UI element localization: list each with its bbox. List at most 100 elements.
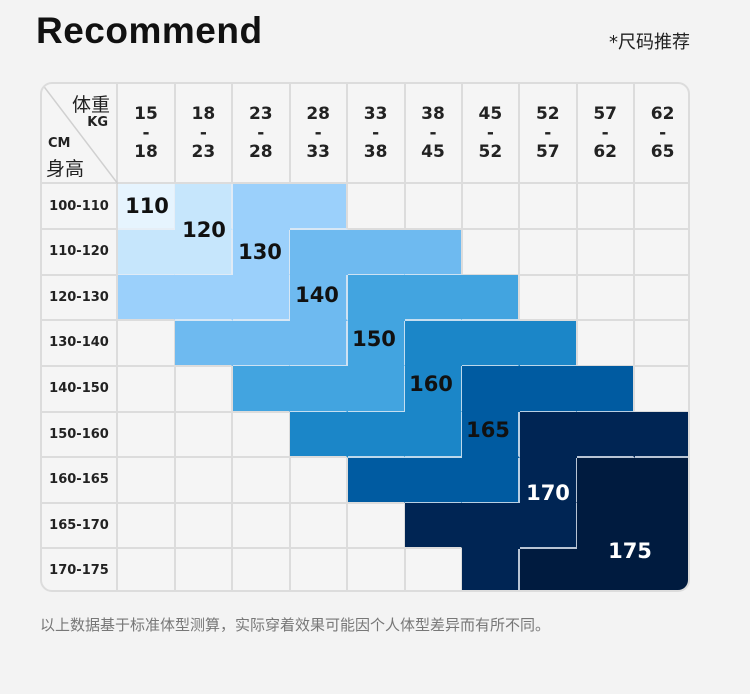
weight-range-from: 45 bbox=[478, 103, 503, 124]
size-cell bbox=[118, 412, 176, 459]
size-cell-175 bbox=[577, 457, 636, 504]
weight-column-header: 62-65 bbox=[634, 84, 688, 184]
size-cell-150 bbox=[347, 320, 406, 367]
size-cell-140 bbox=[290, 320, 349, 367]
size-cell bbox=[519, 229, 578, 276]
size-cell-140 bbox=[347, 229, 406, 276]
size-cell bbox=[634, 275, 688, 322]
size-cell bbox=[175, 503, 234, 550]
size-cell bbox=[405, 548, 463, 590]
weight-range-from: 23 bbox=[248, 103, 273, 124]
height-row-header: 170-175 bbox=[42, 548, 118, 590]
size-cell-150 bbox=[405, 275, 463, 322]
size-cell-175 bbox=[634, 457, 688, 504]
weight-column-header: 33-38 bbox=[347, 84, 406, 184]
size-cell-165 bbox=[462, 457, 521, 504]
weight-range-sep: - bbox=[199, 122, 207, 143]
size-cell-160 bbox=[405, 366, 463, 413]
size-label-120: 120 bbox=[182, 218, 226, 242]
weight-range-sep: - bbox=[257, 122, 265, 143]
size-cell-160 bbox=[462, 320, 521, 367]
size-cell bbox=[519, 275, 578, 322]
weight-range-from: 62 bbox=[650, 103, 675, 124]
size-cell bbox=[118, 457, 176, 504]
size-label-150: 150 bbox=[352, 327, 396, 351]
size-cell bbox=[577, 184, 636, 231]
weight-range-to: 23 bbox=[191, 141, 216, 162]
weight-range-from: 52 bbox=[535, 103, 560, 124]
size-cell-175 bbox=[577, 548, 636, 590]
size-cell-150 bbox=[290, 366, 349, 413]
weight-range-to: 18 bbox=[134, 141, 158, 162]
size-cell bbox=[175, 457, 234, 504]
weight-range-from: 38 bbox=[421, 103, 445, 124]
size-cell-150 bbox=[347, 275, 406, 322]
size-cell-140 bbox=[405, 229, 463, 276]
size-cell-175 bbox=[577, 503, 636, 550]
page-title: Recommend bbox=[36, 10, 263, 51]
size-cell bbox=[175, 366, 234, 413]
weight-range-sep: - bbox=[142, 122, 150, 143]
size-label-175: 175 bbox=[608, 539, 652, 563]
size-cell-170 bbox=[462, 503, 521, 550]
size-cell-175 bbox=[634, 548, 688, 590]
size-cell bbox=[634, 230, 688, 276]
height-row-header: 100-110 bbox=[42, 184, 118, 231]
weight-column-header: 28-33 bbox=[290, 84, 349, 184]
size-cell-150 bbox=[462, 275, 521, 322]
weight-range-to: 38 bbox=[363, 141, 388, 162]
corner-header-cell: 体重 KG CM 身高 bbox=[42, 84, 118, 184]
size-cell bbox=[577, 275, 636, 322]
size-label-160: 160 bbox=[409, 372, 453, 396]
weight-range-sep: - bbox=[601, 122, 609, 143]
weight-range-from: 18 bbox=[191, 103, 216, 124]
size-label-170: 170 bbox=[526, 481, 570, 505]
size-label-130: 130 bbox=[238, 240, 282, 264]
height-row-header: 160-165 bbox=[42, 457, 118, 504]
weight-range-to: 52 bbox=[478, 141, 503, 162]
size-cell bbox=[347, 503, 406, 550]
size-cell-170 bbox=[519, 412, 578, 459]
footer-disclaimer: 以上数据基于标准体型测算，实际穿着效果可能因个人体型差异而有所不同。 bbox=[40, 616, 551, 634]
height-label: 身高 bbox=[46, 158, 85, 180]
weight-column-header: 52-57 bbox=[519, 84, 578, 184]
height-row-header: 150-160 bbox=[42, 412, 118, 459]
size-cell bbox=[118, 503, 176, 550]
weight-range-to: 62 bbox=[593, 141, 618, 162]
size-cell bbox=[462, 184, 521, 231]
size-cell-170 bbox=[462, 548, 521, 590]
size-cell-170 bbox=[634, 412, 688, 459]
weight-range-sep: - bbox=[314, 122, 322, 143]
size-cell bbox=[347, 184, 406, 231]
size-cell bbox=[290, 457, 349, 504]
weight-column-header: 38-45 bbox=[405, 84, 463, 184]
weight-range-sep: - bbox=[372, 122, 380, 143]
weight-range-sep: - bbox=[486, 122, 494, 143]
size-cell-140 bbox=[232, 320, 291, 367]
size-cell-120 bbox=[175, 229, 234, 276]
size-cell bbox=[577, 320, 636, 367]
size-cell bbox=[290, 503, 349, 550]
size-cell-140 bbox=[290, 275, 349, 322]
size-cell-165 bbox=[519, 366, 578, 413]
weight-column-header: 45-52 bbox=[462, 84, 521, 184]
size-cell-170 bbox=[519, 457, 578, 504]
size-cell bbox=[348, 548, 406, 590]
size-cell-165 bbox=[577, 366, 636, 413]
size-chart-table: 体重 KG CM 身高 15-18 18-23 23-28 28-33 33-38 38-… bbox=[40, 82, 690, 592]
size-cell bbox=[290, 548, 349, 590]
size-recommend-note: *尺码推荐 bbox=[609, 32, 690, 53]
size-cell-160 bbox=[405, 412, 463, 459]
size-cell bbox=[232, 412, 291, 459]
size-cell-170 bbox=[519, 503, 578, 550]
weight-column-header: 18-23 bbox=[175, 84, 234, 184]
size-cell-175 bbox=[519, 548, 578, 590]
size-cell-170 bbox=[405, 503, 463, 550]
height-row-header: 110-120 bbox=[42, 229, 118, 276]
size-cell-130 bbox=[290, 184, 349, 231]
size-cell-165 bbox=[462, 412, 521, 459]
size-cell bbox=[405, 184, 463, 231]
size-cell-150 bbox=[232, 366, 291, 413]
height-row-header: 165-170 bbox=[42, 503, 118, 550]
size-cell-165 bbox=[405, 457, 463, 504]
